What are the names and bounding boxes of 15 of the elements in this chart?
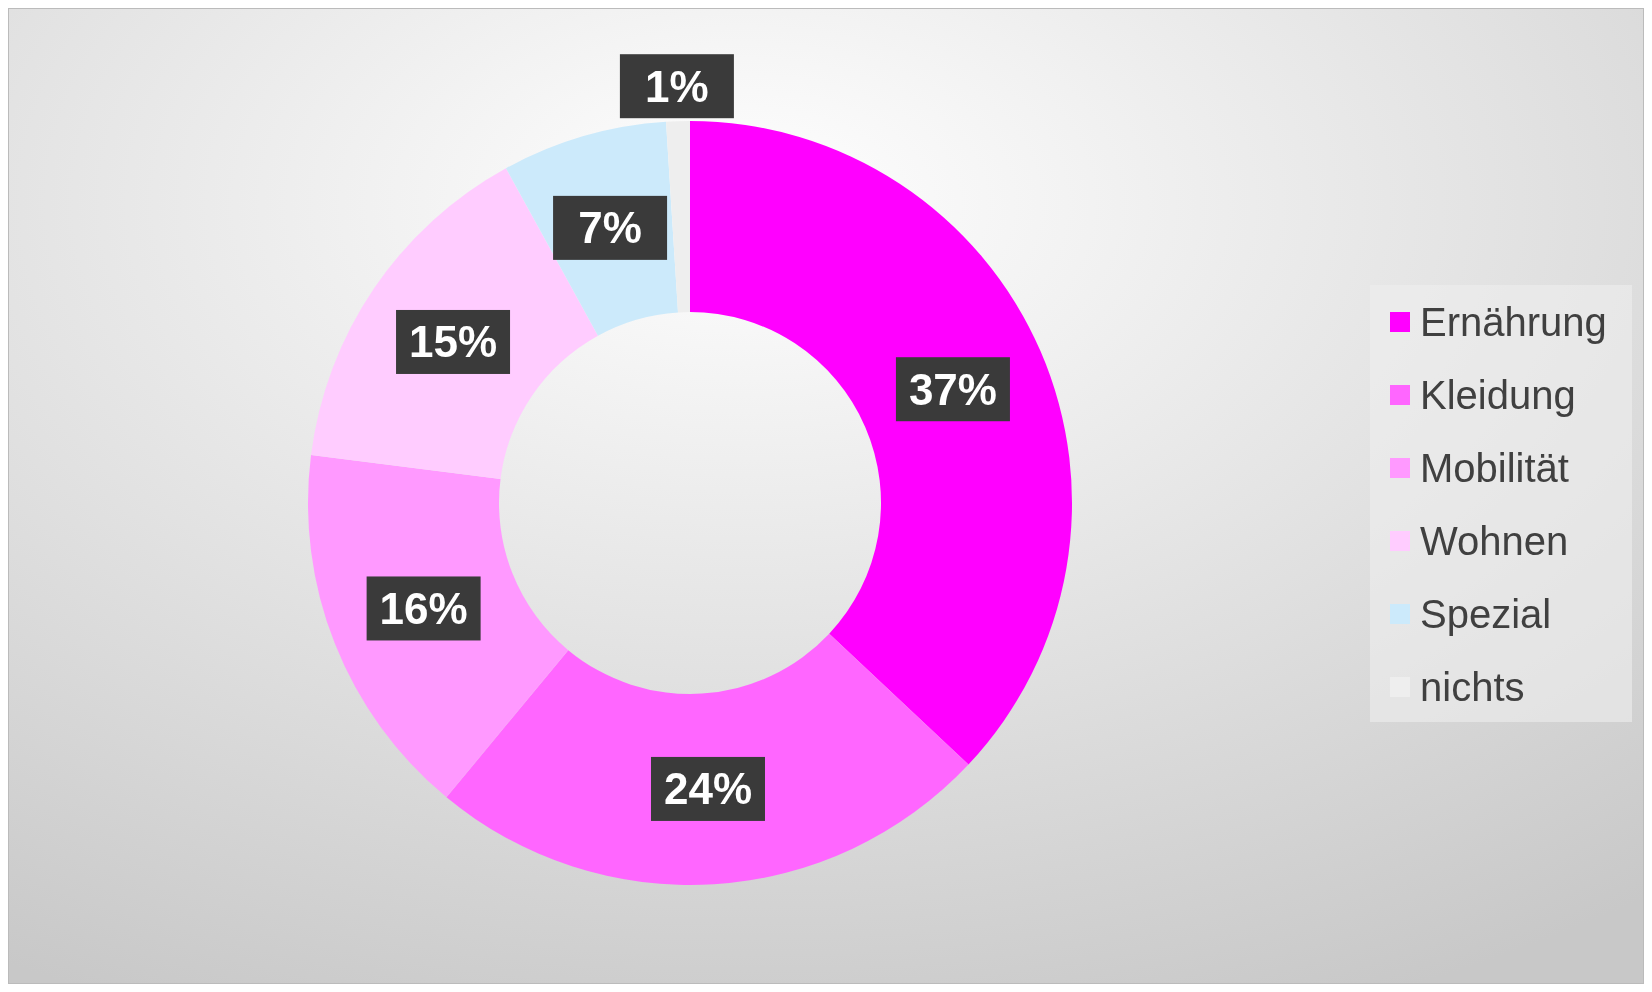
data-label: 16% [379, 583, 468, 633]
legend-label: Ernährung [1420, 300, 1607, 344]
legend-label: Wohnen [1420, 519, 1569, 563]
legend-label: nichts [1420, 665, 1525, 709]
donut-slice [690, 121, 1072, 765]
donut-slice [446, 633, 969, 885]
data-label: 1% [645, 61, 709, 111]
legend-label: Spezial [1420, 592, 1552, 636]
data-label: 24% [663, 764, 753, 814]
data-label: 7% [578, 203, 642, 253]
legend-label: Mobilität [1420, 446, 1569, 490]
donut-slice [666, 121, 690, 313]
legend-label: Kleidung [1420, 373, 1576, 417]
data-label: 15% [409, 317, 498, 367]
data-label: 37% [908, 364, 997, 414]
